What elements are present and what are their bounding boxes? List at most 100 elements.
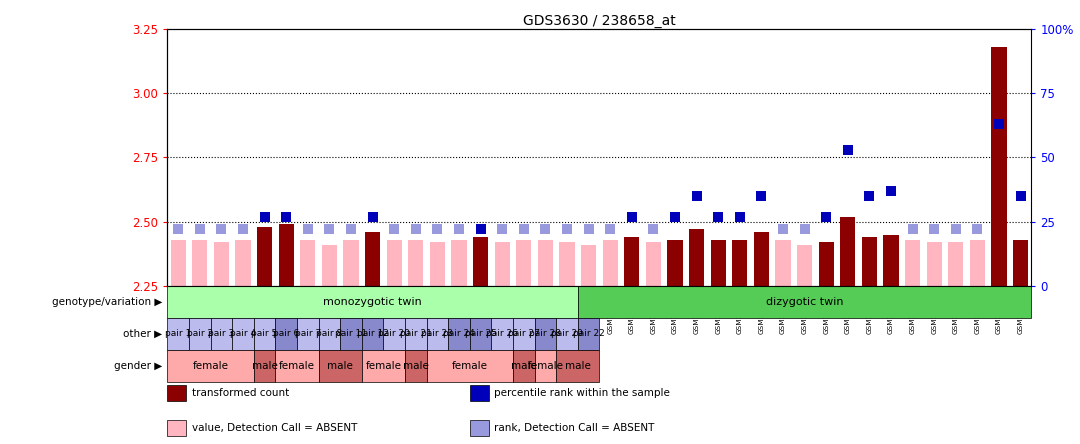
Text: gender ▶: gender ▶ (113, 361, 162, 371)
Bar (257, 227, 272, 286)
Bar (862, 237, 877, 286)
Text: monozygotic twin: monozygotic twin (323, 297, 422, 307)
Bar (556, 318, 578, 350)
Bar (516, 240, 531, 286)
Bar (340, 318, 362, 350)
Bar (840, 217, 855, 286)
Point (515, 226, 532, 233)
Text: other ▶: other ▶ (123, 329, 162, 339)
Point (364, 213, 381, 220)
Text: female: female (279, 361, 315, 371)
Text: male: male (252, 361, 278, 371)
Point (602, 226, 619, 233)
Bar (297, 318, 319, 350)
Text: percentile rank within the sample: percentile rank within the sample (494, 388, 670, 398)
Text: pair 4: pair 4 (230, 329, 256, 338)
Point (818, 213, 835, 220)
Text: female: female (192, 361, 229, 371)
Bar (167, 318, 189, 350)
Bar (948, 242, 963, 286)
Bar (581, 245, 596, 286)
Bar (427, 350, 513, 382)
Point (299, 226, 316, 233)
Text: transformed count: transformed count (191, 388, 288, 398)
Bar (300, 240, 315, 286)
Point (688, 192, 705, 199)
Text: rank, Detection Call = ABSENT: rank, Detection Call = ABSENT (494, 423, 654, 433)
Bar (775, 240, 791, 286)
Bar (214, 242, 229, 286)
Text: pair 29: pair 29 (551, 329, 583, 338)
Bar (275, 318, 297, 350)
Bar (254, 318, 275, 350)
Bar (362, 350, 405, 382)
Bar (408, 240, 423, 286)
Bar (797, 245, 812, 286)
Text: pair 7: pair 7 (295, 329, 321, 338)
Point (710, 213, 727, 220)
Point (407, 226, 424, 233)
Bar (167, 286, 578, 318)
Text: female: female (527, 361, 564, 371)
Bar (167, 350, 254, 382)
Point (580, 226, 597, 233)
Bar (578, 286, 1031, 318)
Text: male: male (565, 361, 591, 371)
Bar (732, 240, 747, 286)
Text: pair 2: pair 2 (187, 329, 213, 338)
Bar (491, 318, 513, 350)
Bar (343, 240, 359, 286)
Point (386, 226, 403, 233)
Bar (235, 240, 251, 286)
Bar (430, 242, 445, 286)
Point (450, 226, 468, 233)
Bar (711, 240, 726, 286)
Point (969, 226, 986, 233)
Point (666, 213, 684, 220)
Text: male: male (403, 361, 429, 371)
Bar (427, 318, 448, 350)
Bar (189, 318, 211, 350)
Text: pair 26: pair 26 (486, 329, 518, 338)
Bar (991, 47, 1007, 286)
Point (342, 226, 360, 233)
Bar (470, 385, 489, 401)
Point (774, 226, 792, 233)
Text: pair 5: pair 5 (252, 329, 278, 338)
Bar (578, 318, 599, 350)
Point (213, 226, 230, 233)
Bar (192, 240, 207, 286)
Bar (927, 242, 942, 286)
Point (839, 146, 856, 153)
Bar (387, 240, 402, 286)
Bar (279, 224, 294, 286)
Bar (319, 350, 362, 382)
Text: pair 6: pair 6 (273, 329, 299, 338)
Bar (451, 240, 467, 286)
Bar (275, 350, 319, 382)
Point (731, 213, 748, 220)
Bar (883, 234, 899, 286)
Point (191, 226, 208, 233)
Bar (1013, 240, 1028, 286)
Bar (495, 242, 510, 286)
Bar (646, 242, 661, 286)
Point (558, 226, 576, 233)
Text: female: female (365, 361, 402, 371)
Bar (211, 318, 232, 350)
Text: male: male (511, 361, 537, 371)
Bar (383, 318, 405, 350)
Text: pair 8: pair 8 (316, 329, 342, 338)
Text: pair 25: pair 25 (464, 329, 497, 338)
Bar (535, 318, 556, 350)
Bar (819, 242, 834, 286)
Bar (556, 350, 599, 382)
Bar (905, 240, 920, 286)
Text: pair 20: pair 20 (378, 329, 410, 338)
Text: pair 11: pair 11 (335, 329, 367, 338)
Bar (365, 232, 380, 286)
Bar (405, 318, 427, 350)
Bar (362, 318, 383, 350)
Text: genotype/variation ▶: genotype/variation ▶ (52, 297, 162, 307)
Bar (448, 318, 470, 350)
